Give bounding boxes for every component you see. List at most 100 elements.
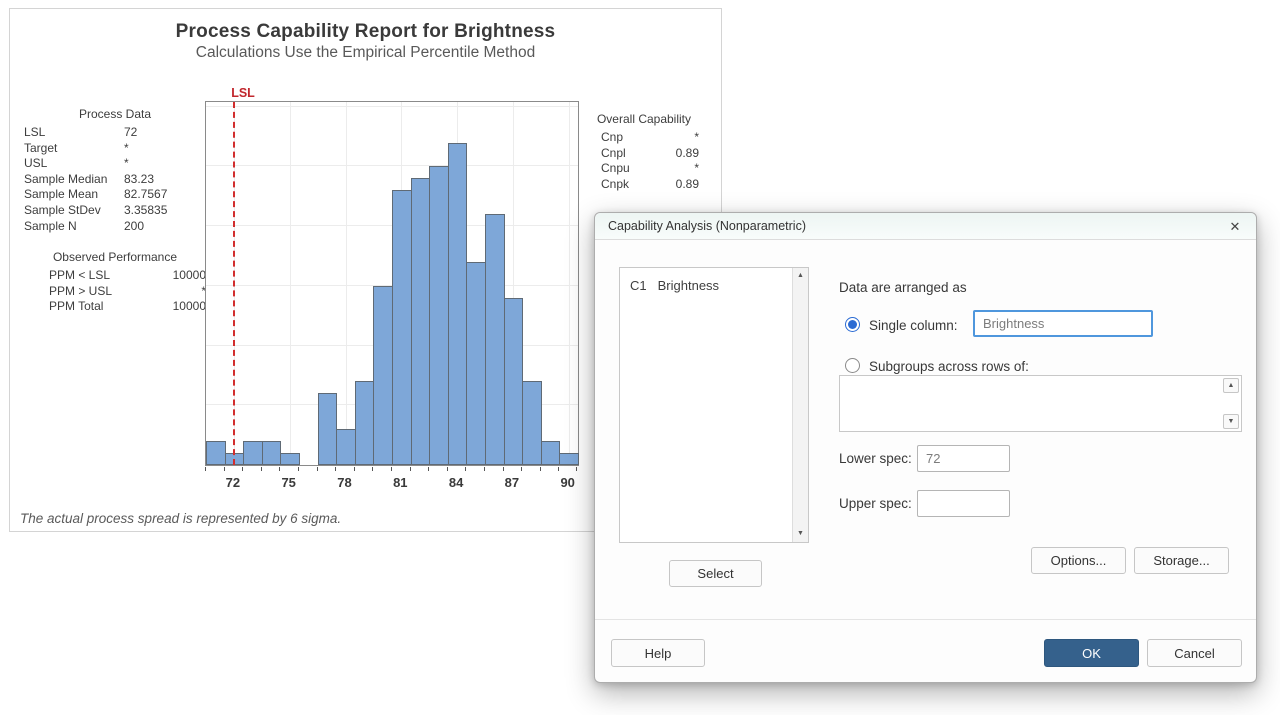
histogram-bar — [373, 286, 393, 465]
stat-label: Target — [24, 141, 124, 157]
histogram-bar — [206, 441, 226, 465]
report-subtitle: Calculations Use the Empirical Percentil… — [10, 44, 721, 62]
histogram-bar — [336, 429, 356, 465]
stat-value: 0.89 — [676, 146, 699, 162]
histogram-bar — [504, 298, 524, 465]
process-data-table: LSL72Target*USL*Sample Median83.23Sample… — [24, 125, 206, 234]
list-item[interactable]: C1 Brightness — [630, 278, 719, 293]
overall-capability-title: Overall Capability — [589, 112, 699, 126]
process-data-title: Process Data — [24, 107, 206, 121]
gridline — [290, 102, 291, 465]
stat-label: Cnpk — [601, 177, 676, 193]
observed-performance-panel: Observed Performance PPM < LSL10000PPM >… — [24, 250, 206, 315]
histogram-bar — [485, 214, 505, 465]
axis-tick-label: 72 — [218, 475, 248, 490]
report-title: Process Capability Report for Brightness — [10, 21, 721, 43]
scroll-up-icon[interactable]: ▲ — [793, 269, 808, 283]
column-id: C1 — [630, 278, 654, 293]
dialog-separator — [595, 619, 1256, 620]
axis-tick — [261, 467, 262, 471]
stat-row: Sample N200 — [24, 219, 206, 235]
stat-row: Sample Mean82.7567 — [24, 187, 206, 203]
listbox-scrollbar[interactable]: ▲ ▼ — [792, 268, 808, 542]
stat-row: PPM Total10000 — [24, 299, 206, 315]
stat-row: Sample Median83.23 — [24, 172, 206, 188]
axis-tick-label: 75 — [274, 475, 304, 490]
scroll-down-icon[interactable]: ▼ — [1223, 414, 1239, 429]
stat-label: Cnp — [601, 130, 694, 146]
process-data-panel: Process Data LSL72Target*USL*Sample Medi… — [24, 107, 206, 234]
stat-value: 200 — [124, 219, 206, 235]
stat-label: Sample StDev — [24, 203, 124, 219]
subgroups-radio[interactable] — [845, 358, 860, 373]
arranged-label: Data are arranged as — [839, 280, 967, 295]
select-button[interactable]: Select — [669, 560, 762, 587]
axis-tick — [521, 467, 522, 471]
stat-value: 10000 — [173, 268, 206, 284]
stat-label: USL — [24, 156, 124, 172]
axis-tick — [224, 467, 225, 471]
scroll-up-icon[interactable]: ▲ — [1223, 378, 1239, 393]
gridline — [346, 102, 347, 465]
column-listbox[interactable]: C1 Brightness ▲ ▼ — [619, 267, 809, 543]
dialog-titlebar[interactable]: Capability Analysis (Nonparametric) ✕ — [595, 213, 1256, 240]
stat-row: PPM < LSL10000 — [24, 268, 206, 284]
axis-tick — [576, 467, 577, 471]
axis-tick-label: 78 — [330, 475, 360, 490]
options-button[interactable]: Options... — [1031, 547, 1126, 574]
axis-tick — [279, 467, 280, 471]
axis-tick — [317, 467, 318, 471]
column-name: Brightness — [658, 278, 719, 293]
histogram-bar — [541, 441, 561, 465]
gridline — [569, 102, 570, 465]
histogram-bar — [243, 441, 263, 465]
upper-spec-input[interactable] — [917, 490, 1010, 517]
stat-label: Cnpu — [601, 161, 694, 177]
axis-tick — [372, 467, 373, 471]
axis-tick — [410, 467, 411, 471]
stat-value: * — [694, 130, 699, 146]
axis-tick — [503, 467, 504, 471]
stat-value: 82.7567 — [124, 187, 206, 203]
lsl-label: LSL — [223, 86, 263, 100]
stat-value: 3.35835 — [124, 203, 206, 219]
single-column-radio[interactable] — [845, 317, 860, 332]
x-axis: 72757881848790 — [205, 466, 579, 498]
axis-tick — [465, 467, 466, 471]
stat-value: * — [694, 161, 699, 177]
overall-capability-table: Cnp*Cnpl0.89Cnpu* Cnpk0.89 — [589, 130, 699, 192]
stat-row: USL* — [24, 156, 206, 172]
axis-tick — [447, 467, 448, 471]
stat-value: * — [124, 156, 206, 172]
screen: Process Capability Report for Brightness… — [0, 0, 1280, 715]
axis-tick — [428, 467, 429, 471]
stat-row: Cnpl0.89 — [589, 146, 699, 162]
stat-value: 83.23 — [124, 172, 206, 188]
help-button[interactable]: Help — [611, 639, 705, 667]
axis-tick-label: 81 — [385, 475, 415, 490]
ok-button[interactable]: OK — [1044, 639, 1139, 667]
single-column-input[interactable] — [973, 310, 1153, 337]
storage-button[interactable]: Storage... — [1134, 547, 1229, 574]
close-icon[interactable]: ✕ — [1226, 218, 1244, 236]
lower-spec-label: Lower spec: — [839, 451, 912, 466]
upper-spec-label: Upper spec: — [839, 496, 912, 511]
scroll-down-icon[interactable]: ▼ — [793, 527, 808, 541]
histogram-bar — [262, 441, 282, 465]
stat-value: * — [124, 141, 206, 157]
axis-tick-label: 84 — [441, 475, 471, 490]
axis-tick — [298, 467, 299, 471]
cancel-button[interactable]: Cancel — [1147, 639, 1242, 667]
histogram-bar — [318, 393, 338, 465]
lower-spec-input[interactable] — [917, 445, 1010, 472]
subgroups-input[interactable]: ▲ ▼ — [839, 375, 1242, 432]
stat-row: Sample StDev3.35835 — [24, 203, 206, 219]
overall-capability-panel: Overall Capability Cnp*Cnpl0.89Cnpu*Cnpk… — [589, 112, 699, 192]
stat-label: Cnpl — [601, 146, 676, 162]
axis-tick — [354, 467, 355, 471]
axis-tick-label: 90 — [553, 475, 583, 490]
histogram-plot — [205, 101, 579, 466]
axis-tick — [391, 467, 392, 471]
stat-row: PPM > USL* — [24, 284, 206, 300]
stat-label: Sample Median — [24, 172, 124, 188]
